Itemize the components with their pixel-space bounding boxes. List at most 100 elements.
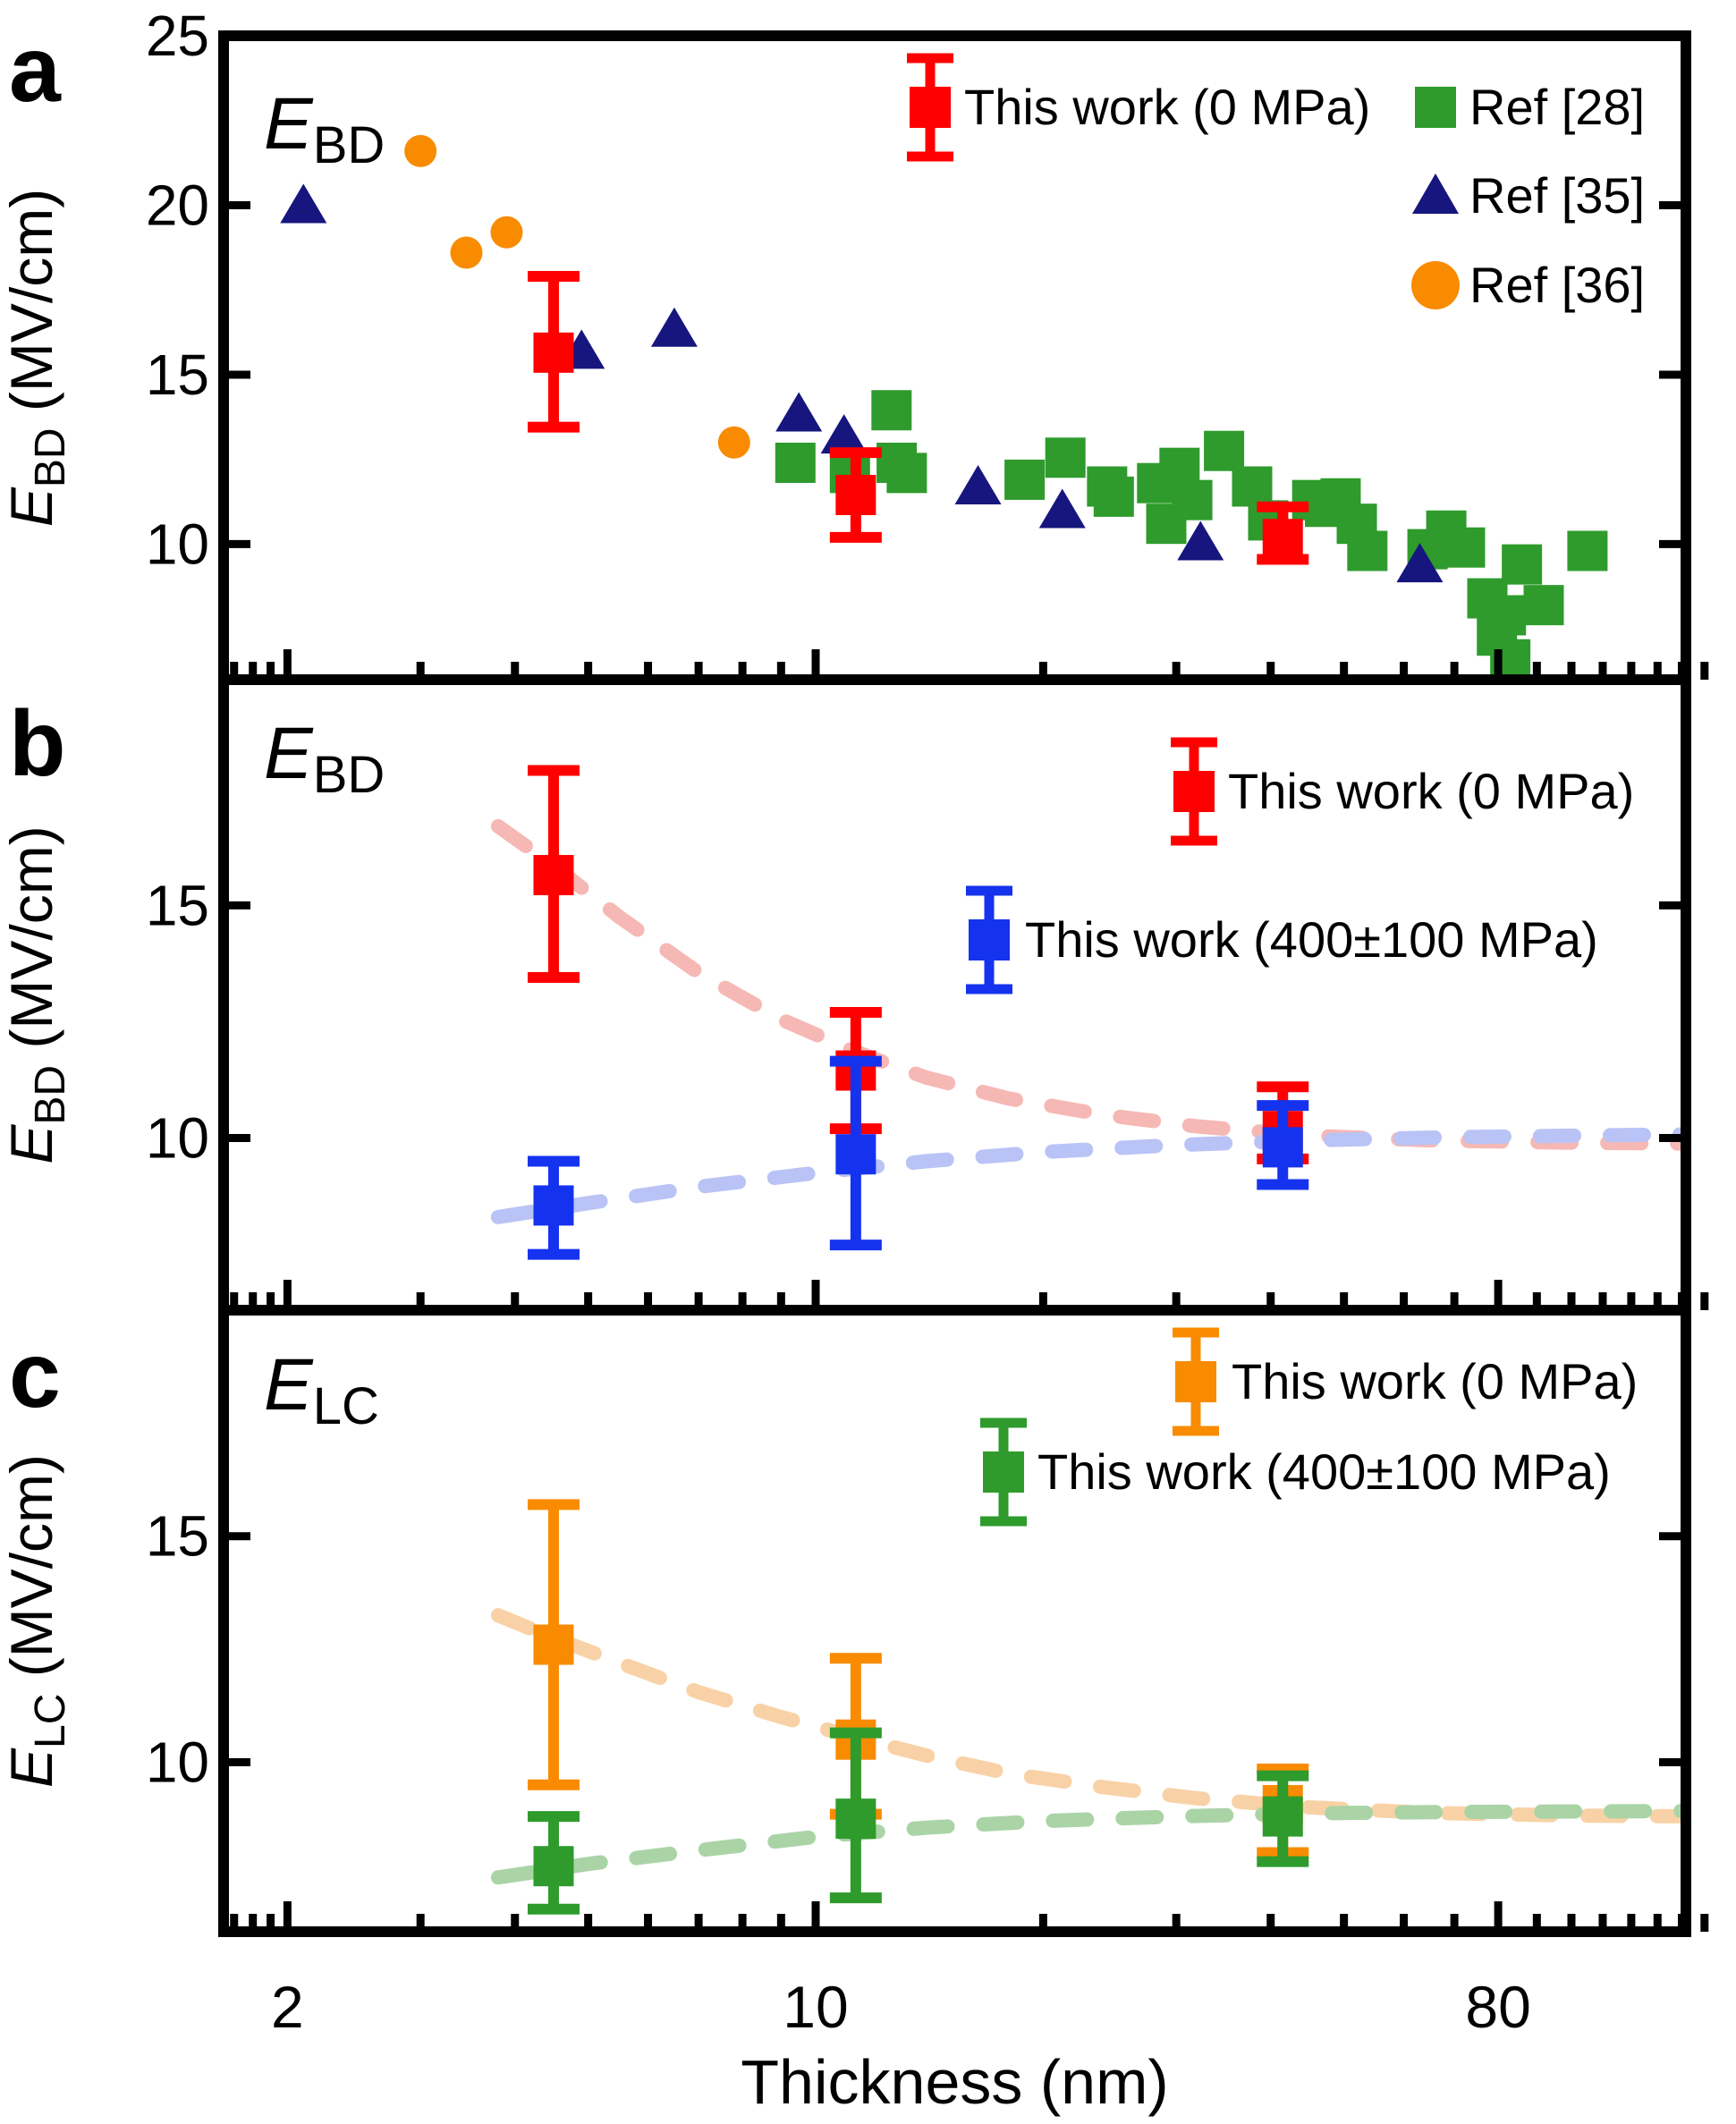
x-axis-labels: 2 10 80 Thickness (nm) bbox=[271, 1974, 1531, 2117]
navy-triangle-marker bbox=[954, 465, 1002, 504]
y-axis-unit: (MV/cm) bbox=[0, 1454, 64, 1694]
inplot-label: EBD bbox=[264, 713, 385, 804]
red-square-marker bbox=[910, 87, 951, 128]
green-square-marker bbox=[983, 1451, 1024, 1493]
legend-label: This work (0 MPa) bbox=[1228, 763, 1634, 819]
green-square-marker bbox=[1045, 437, 1086, 478]
red-square-marker bbox=[533, 332, 574, 373]
green-square-marker bbox=[1523, 585, 1564, 626]
orange-circle-marker bbox=[404, 134, 437, 167]
inplot-symbol: E bbox=[264, 713, 314, 794]
legend-label: Ref [36] bbox=[1469, 257, 1645, 313]
red-square-marker bbox=[835, 474, 876, 515]
green-square-marker bbox=[1204, 430, 1245, 471]
y-tick-label: 25 bbox=[146, 4, 209, 68]
x-tick-label: 10 bbox=[783, 1974, 848, 2040]
y-axis-symbol: E bbox=[0, 487, 64, 527]
y-axis-sub: BD bbox=[27, 427, 74, 487]
y-tick-label: 10 bbox=[146, 512, 209, 576]
inplot-label: ELC bbox=[264, 1344, 379, 1435]
red-square-marker bbox=[1173, 771, 1215, 812]
y-tick-label: 15 bbox=[146, 343, 209, 407]
trend-line-light_green bbox=[490, 1804, 1686, 1885]
panel-letter-b: b bbox=[9, 692, 66, 796]
navy-triangle-marker bbox=[1412, 173, 1459, 214]
green-square-marker bbox=[533, 1846, 574, 1887]
legend: This work (0 MPa) This work (400±100 MPa) bbox=[980, 1327, 1638, 1527]
y-ticks: 10 15 bbox=[146, 1504, 1686, 1794]
series-this-work-400-100-mpa--blue bbox=[527, 1055, 1309, 1260]
green-square-marker bbox=[871, 390, 912, 431]
orange-square-marker bbox=[1175, 1361, 1216, 1402]
y-axis-label: EBD (MV/cm) bbox=[0, 825, 74, 1164]
inplot-sub: BD bbox=[313, 746, 385, 804]
blue-square-marker bbox=[1262, 1127, 1303, 1168]
x-axis-title: Thickness (nm) bbox=[741, 2047, 1168, 2117]
panel-letter-a: a bbox=[9, 18, 61, 122]
y-axis-unit: (MV/cm) bbox=[0, 825, 64, 1065]
green-square-marker bbox=[886, 453, 927, 494]
series-ref-36--orange bbox=[404, 134, 750, 459]
inplot-symbol: E bbox=[264, 1344, 314, 1426]
green-square-marker bbox=[1232, 466, 1273, 507]
navy-triangle-marker bbox=[1177, 520, 1224, 561]
y-axis-label: ELC (MV/cm) bbox=[0, 1454, 74, 1788]
green-square-marker bbox=[1444, 527, 1486, 568]
x-tick-label: 80 bbox=[1465, 1974, 1530, 2040]
y-tick-label: 20 bbox=[146, 173, 209, 237]
y-tick-label: 10 bbox=[146, 1105, 209, 1170]
red-square-marker bbox=[533, 855, 574, 896]
red-square-marker bbox=[1262, 519, 1303, 560]
green-square-marker bbox=[1415, 87, 1456, 128]
panel-border bbox=[218, 1305, 1691, 1937]
y-axis-unit: (MV/cm) bbox=[0, 189, 64, 428]
series-this-work-400-100-mpa--green bbox=[527, 1727, 1309, 1915]
inplot-sub: LC bbox=[313, 1377, 379, 1435]
orange-square-marker bbox=[533, 1624, 574, 1665]
panel-letter-c: c bbox=[9, 1324, 61, 1427]
navy-triangle-marker bbox=[650, 307, 698, 347]
green-square-marker bbox=[1262, 1796, 1303, 1837]
legend: This work (0 MPa) This work (400±100 MPa) bbox=[966, 737, 1634, 994]
legend-label: Ref [28] bbox=[1469, 79, 1645, 135]
orange-circle-marker bbox=[490, 216, 523, 249]
navy-triangle-marker bbox=[1396, 543, 1444, 583]
inplot-sub: BD bbox=[313, 116, 385, 174]
y-axis-sub: LC bbox=[27, 1694, 74, 1748]
navy-triangle-marker bbox=[820, 414, 868, 454]
y-axis-symbol: E bbox=[0, 1747, 64, 1788]
navy-triangle-marker bbox=[775, 392, 823, 432]
legend-label: Ref [35] bbox=[1469, 167, 1645, 224]
orange-circle-marker bbox=[717, 426, 750, 459]
trend-lines bbox=[490, 1608, 1686, 1885]
orange-circle-marker bbox=[1411, 261, 1460, 309]
green-square-marker bbox=[1502, 544, 1543, 585]
trend-line-light_blue bbox=[490, 1127, 1686, 1224]
legend-label: This work (400±100 MPa) bbox=[1025, 911, 1598, 968]
trend-lines bbox=[490, 818, 1686, 1224]
green-square-marker bbox=[835, 1798, 876, 1840]
green-square-marker bbox=[1347, 530, 1388, 571]
green-square-marker bbox=[1093, 476, 1134, 517]
y-ticks: 10 15 bbox=[146, 873, 1686, 1170]
y-tick-label: 15 bbox=[146, 873, 209, 937]
x-tick-label: 2 bbox=[271, 1974, 304, 2040]
green-square-marker bbox=[775, 442, 816, 483]
legend-label: This work (0 MPa) bbox=[964, 79, 1370, 135]
series-ref-28--green bbox=[775, 390, 1608, 680]
y-tick-label: 10 bbox=[146, 1730, 209, 1794]
inplot-label: EBD bbox=[264, 83, 385, 174]
green-square-marker bbox=[1004, 459, 1046, 500]
series-this-work-0-mpa--red bbox=[527, 271, 1309, 565]
blue-square-marker bbox=[969, 919, 1010, 960]
y-tick-label: 15 bbox=[146, 1504, 209, 1569]
navy-triangle-marker bbox=[1038, 488, 1086, 529]
blue-square-marker bbox=[533, 1185, 574, 1226]
navy-triangle-marker bbox=[280, 183, 327, 224]
green-square-marker bbox=[1567, 530, 1608, 571]
green-square-marker bbox=[1486, 595, 1527, 636]
inplot-symbol: E bbox=[264, 83, 314, 165]
